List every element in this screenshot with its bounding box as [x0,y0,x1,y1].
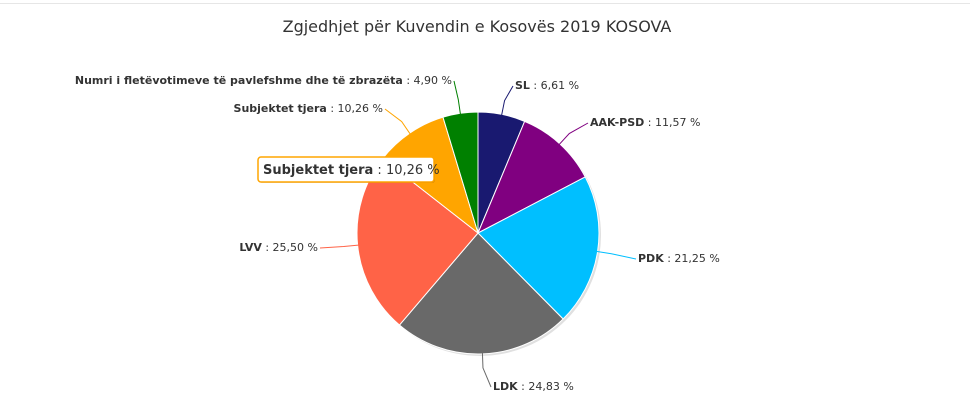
connector-numri-i-fletevotimeve-te-pavlefshme-dhe-te-zbrazeta [453,80,462,116]
data-label-name: LVV [239,241,262,254]
data-label-name: Subjektet tjera [234,102,327,115]
connector-lvv [319,244,360,249]
chart-title: Zgjedhjet për Kuvendin e Kosovës 2019 KO… [283,17,672,36]
tooltip-name: Subjektet tjera [263,163,373,178]
connector-pdk [595,250,637,260]
data-label-name: SL [515,79,530,92]
data-label-value: : 24,83 % [518,380,574,393]
connector-ldk [481,351,492,388]
data-label-sl: SL : 6,61 % [515,79,579,92]
data-label-value: : 11,57 % [644,116,700,129]
data-label-name: LDK [493,380,518,393]
data-label-pdk: PDK : 21,25 % [638,252,720,265]
connector-sl [500,85,514,117]
tooltip-value: : 10,26 % [373,163,439,178]
data-label-value: : 10,26 % [327,102,383,115]
data-labels: SL : 6,61 % AAK-PSD : 11,57 % PDK : 21,25 … [75,74,720,393]
pie-slices [356,111,601,356]
data-label-name: AAK-PSD [590,116,644,129]
data-label-name: PDK [638,252,664,265]
data-label-lvv: LVV : 25,50 % [239,241,318,254]
data-label-ldk: LDK : 24,83 % [493,380,574,393]
data-label-name: Numri i fletëvotimeve të pavlefshme dhe … [75,74,403,87]
connector-subjektet-tjera [384,108,412,136]
top-divider [0,3,970,4]
data-label-aak-psd: AAK-PSD : 11,57 % [590,116,700,129]
tooltip-box [257,156,435,183]
data-label-value: : 21,25 % [664,252,720,265]
data-label-value: : 25,50 % [262,241,318,254]
data-label-value: : 6,61 % [530,79,579,92]
data-label-value: : 4,90 % [403,74,452,87]
tooltip-text: Subjektet tjera : 10,26 % [263,163,440,178]
connector-aak-psd [558,122,589,146]
tooltip: Subjektet tjera : 10,26 % [257,156,440,183]
data-label-numri-i-fletevotimeve-te-pavlefshme-dhe-te-zbrazeta: Numri i fletëvotimeve të pavlefshme dhe … [75,74,452,87]
data-label-subjektet-tjera: Subjektet tjera : 10,26 % [234,102,383,115]
